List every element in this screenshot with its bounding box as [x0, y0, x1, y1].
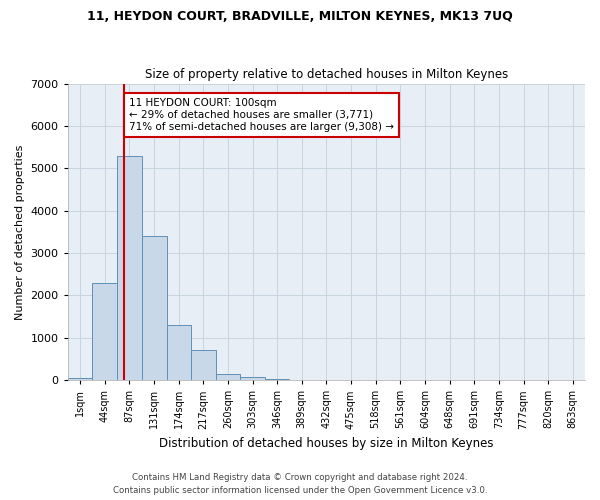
Bar	[216, 374, 241, 380]
Text: 11 HEYDON COURT: 100sqm
← 29% of detached houses are smaller (3,771)
71% of semi: 11 HEYDON COURT: 100sqm ← 29% of detache…	[129, 98, 394, 132]
X-axis label: Distribution of detached houses by size in Milton Keynes: Distribution of detached houses by size …	[159, 437, 494, 450]
Bar	[117, 156, 142, 380]
Y-axis label: Number of detached properties: Number of detached properties	[15, 144, 25, 320]
Title: Size of property relative to detached houses in Milton Keynes: Size of property relative to detached ho…	[145, 68, 508, 81]
Bar	[92, 282, 117, 380]
Bar	[167, 325, 191, 380]
Text: 11, HEYDON COURT, BRADVILLE, MILTON KEYNES, MK13 7UQ: 11, HEYDON COURT, BRADVILLE, MILTON KEYN…	[87, 10, 513, 23]
Text: Contains HM Land Registry data © Crown copyright and database right 2024.
Contai: Contains HM Land Registry data © Crown c…	[113, 474, 487, 495]
Bar	[68, 378, 92, 380]
Bar	[191, 350, 216, 380]
Bar	[142, 236, 167, 380]
Bar	[241, 376, 265, 380]
